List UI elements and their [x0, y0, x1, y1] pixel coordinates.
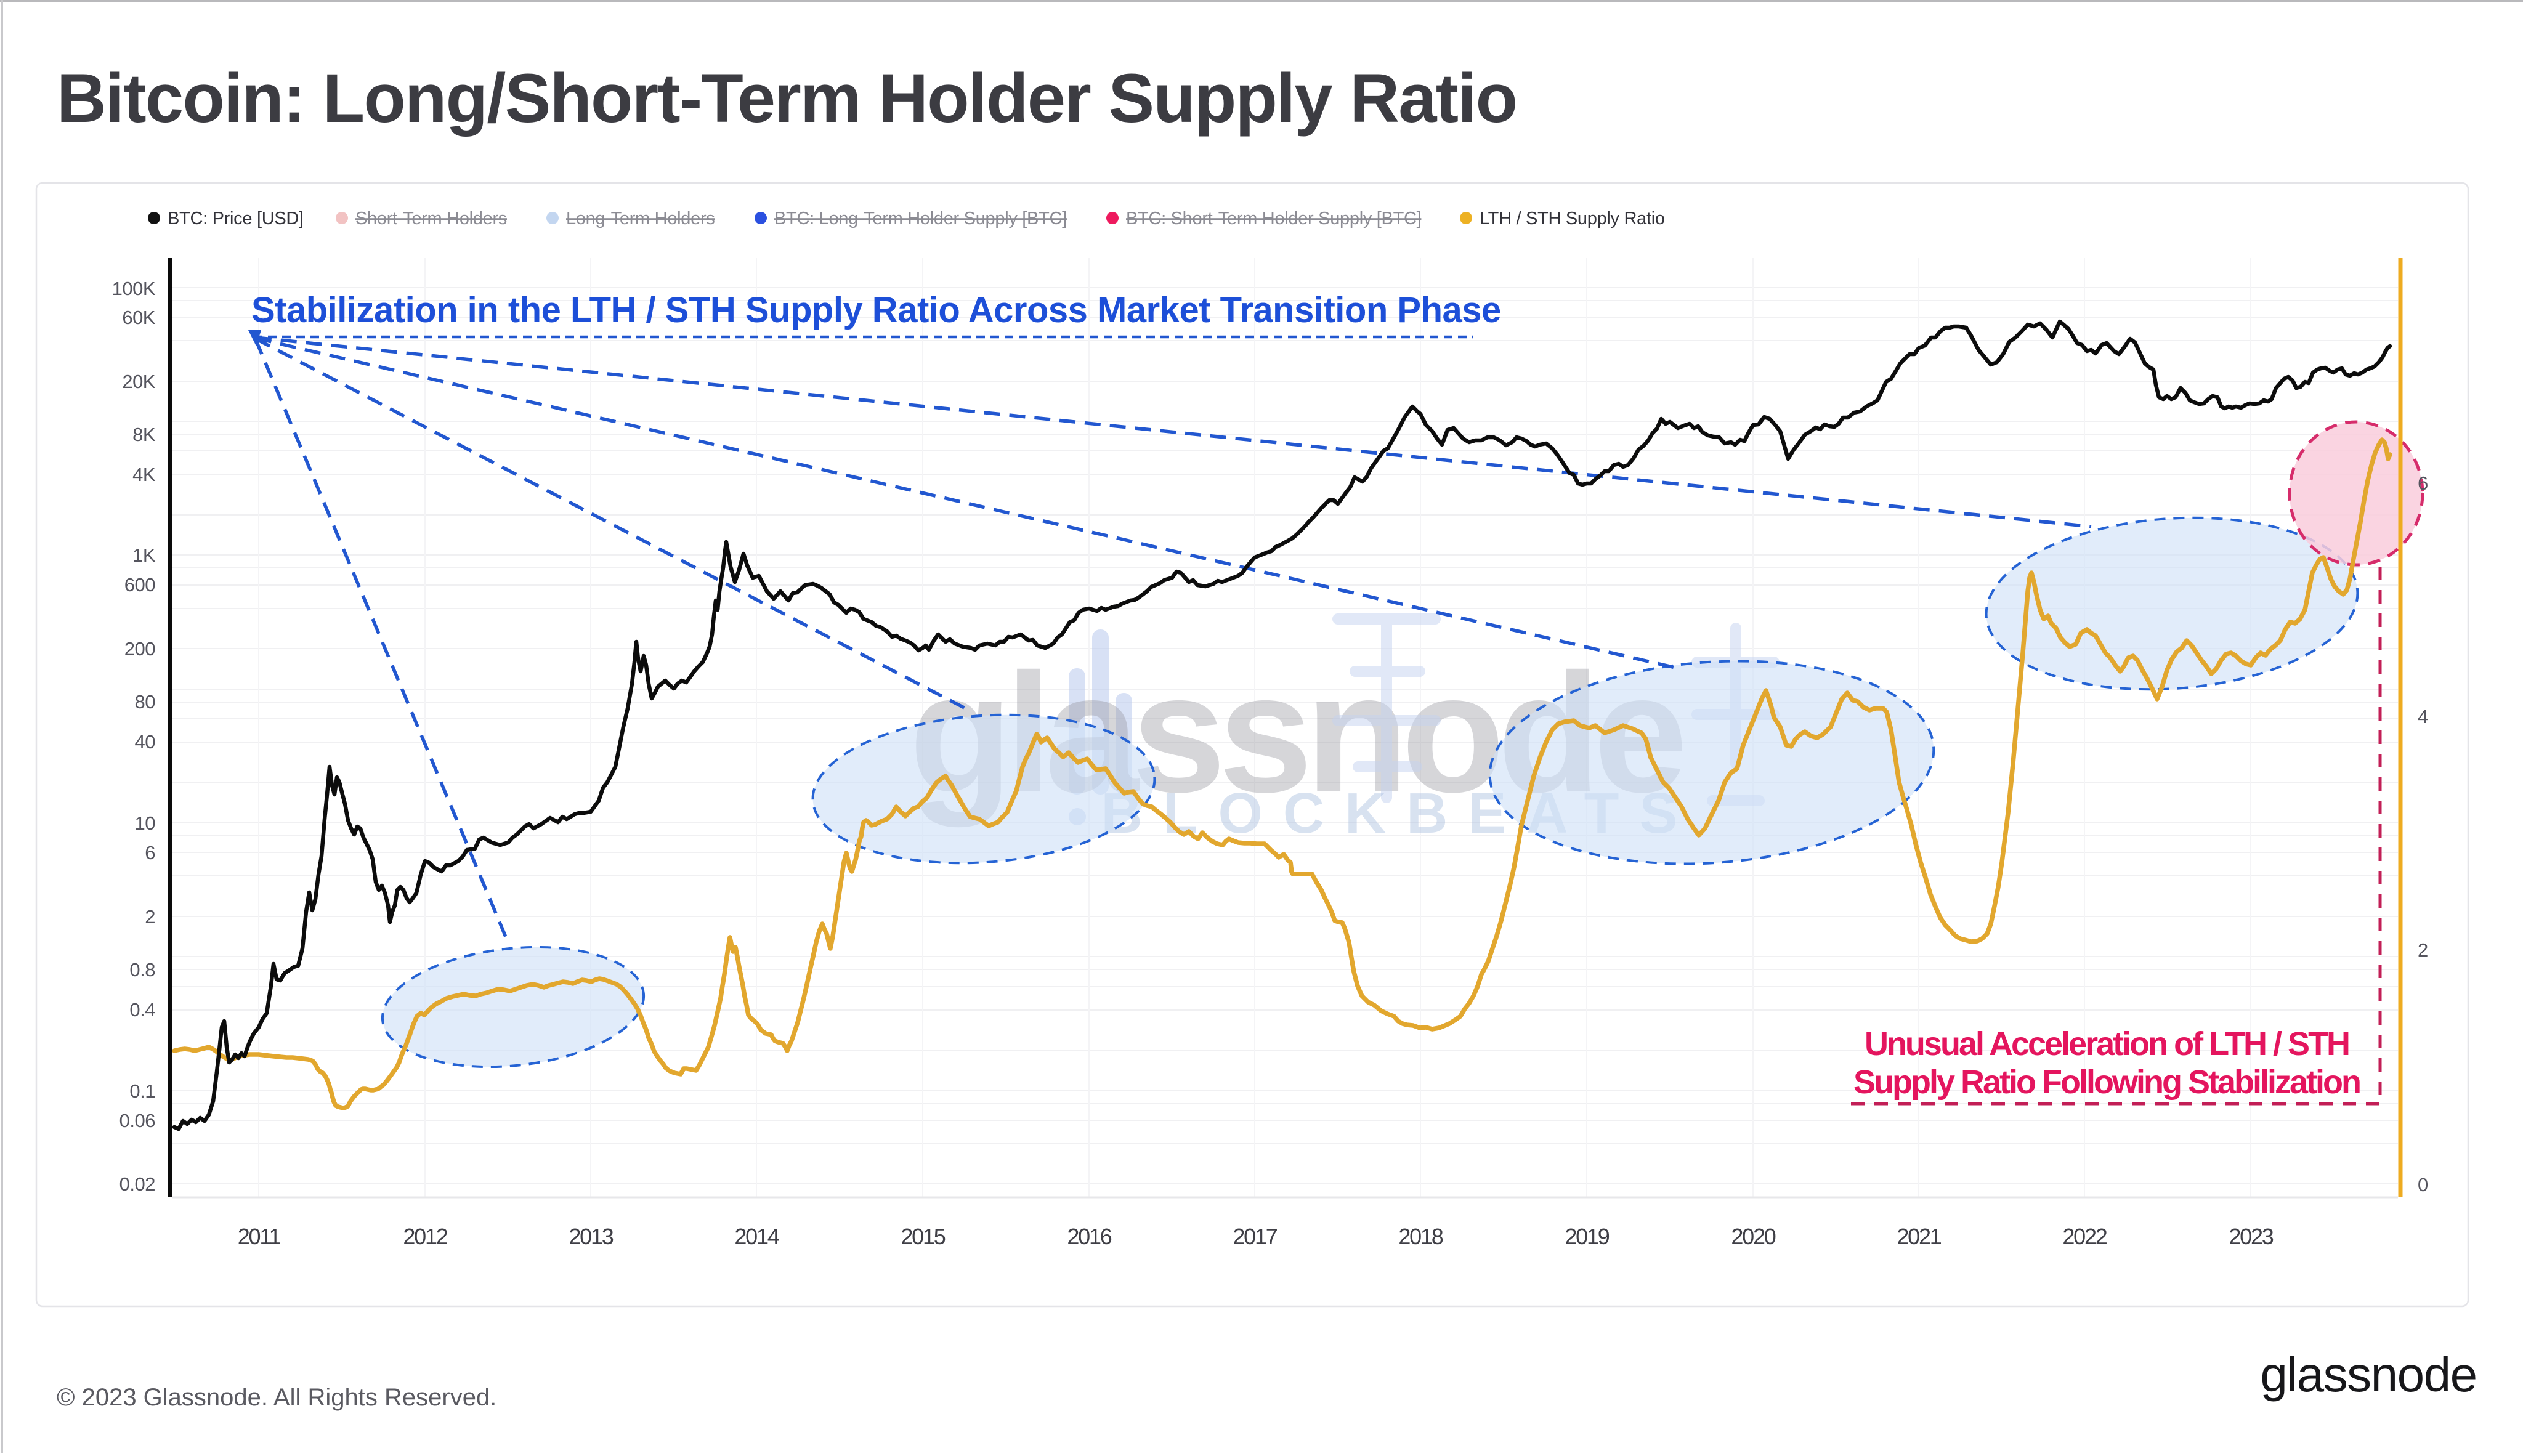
svg-text:2012: 2012 [403, 1224, 447, 1249]
svg-text:4: 4 [2418, 706, 2428, 727]
svg-text:40: 40 [135, 731, 156, 753]
svg-text:BTC: Price [USD]: BTC: Price [USD] [168, 209, 304, 229]
svg-text:2023: 2023 [2229, 1224, 2273, 1249]
svg-text:2016: 2016 [1067, 1224, 1111, 1249]
svg-text:0.06: 0.06 [119, 1110, 155, 1131]
svg-text:4K: 4K [132, 464, 156, 485]
svg-text:0.4: 0.4 [129, 999, 155, 1021]
svg-text:6: 6 [2418, 472, 2428, 494]
svg-text:BTC: Long-Term Holder Supply [: BTC: Long-Term Holder Supply [BTC] [774, 209, 1067, 229]
svg-text:2021: 2021 [1897, 1224, 1941, 1249]
svg-text:Stabilization in the LTH / STH: Stabilization in the LTH / STH Supply Ra… [251, 290, 1501, 330]
svg-text:LTH / STH Supply Ratio: LTH / STH Supply Ratio [1480, 209, 1665, 229]
svg-text:0: 0 [2418, 1174, 2428, 1195]
svg-text:8K: 8K [132, 424, 156, 445]
svg-text:2: 2 [145, 906, 155, 928]
svg-text:0.8: 0.8 [129, 959, 155, 981]
svg-text:10: 10 [135, 812, 156, 834]
svg-text:2015: 2015 [901, 1224, 945, 1249]
svg-text:600: 600 [124, 574, 155, 596]
svg-text:1K: 1K [132, 544, 156, 566]
svg-text:0.1: 0.1 [129, 1080, 155, 1102]
svg-text:2013: 2013 [569, 1224, 613, 1249]
svg-text:Unusual Acceleration of LTH /: Unusual Acceleration of LTH / STH [1865, 1025, 2349, 1062]
svg-text:2011: 2011 [238, 1224, 281, 1249]
svg-text:2019: 2019 [1565, 1224, 1609, 1249]
svg-text:Bitcoin: Long/Short-Term Holde: Bitcoin: Long/Short-Term Holder Supply R… [57, 60, 1517, 137]
svg-text:2022: 2022 [2062, 1224, 2107, 1249]
svg-text:2020: 2020 [1731, 1224, 1775, 1249]
svg-text:6: 6 [145, 842, 155, 863]
svg-text:2014: 2014 [734, 1224, 779, 1249]
svg-text:2017: 2017 [1233, 1224, 1277, 1249]
svg-text:200: 200 [124, 638, 155, 660]
svg-text:Long-Term Holders: Long-Term Holders [566, 209, 715, 229]
svg-text:20K: 20K [122, 371, 155, 392]
svg-text:0.02: 0.02 [119, 1173, 155, 1195]
svg-text:© 2023 Glassnode. All Rights R: © 2023 Glassnode. All Rights Reserved. [57, 1384, 496, 1411]
svg-text:Supply Ratio Following Stabili: Supply Ratio Following Stabilization [1853, 1064, 2360, 1101]
svg-text:80: 80 [135, 691, 156, 713]
svg-text:2018: 2018 [1398, 1224, 1443, 1249]
svg-text:100K: 100K [112, 278, 156, 299]
svg-text:60K: 60K [122, 307, 155, 328]
svg-text:Short-Term Holders: Short-Term Holders [355, 209, 507, 229]
svg-text:2: 2 [2418, 939, 2428, 961]
svg-text:glassnode: glassnode [2260, 1347, 2476, 1402]
svg-text:BTC: Short-Term Holder Supply: BTC: Short-Term Holder Supply [BTC] [1126, 209, 1421, 229]
